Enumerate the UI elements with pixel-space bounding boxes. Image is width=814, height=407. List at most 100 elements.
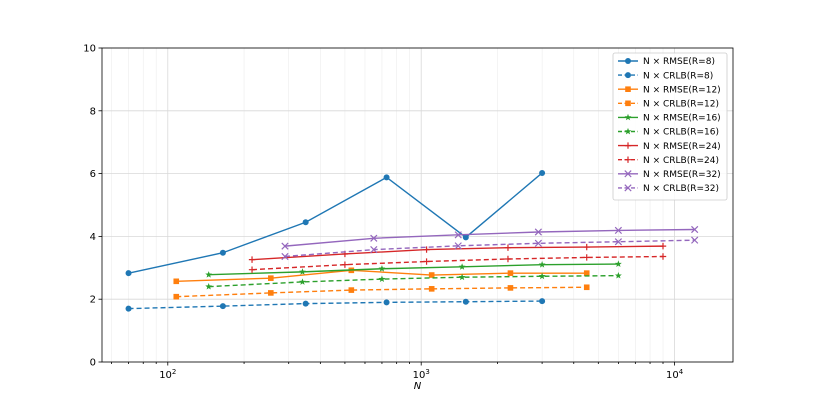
data-point bbox=[423, 246, 430, 253]
series-line bbox=[128, 172, 543, 274]
legend-marker bbox=[625, 58, 631, 64]
series-line bbox=[128, 300, 543, 310]
legend-label: N × RMSE(R=16) bbox=[643, 114, 721, 124]
series-RMSE(R=8) bbox=[125, 169, 546, 277]
data-point bbox=[538, 272, 546, 280]
legend-marker bbox=[625, 72, 631, 79]
data-point bbox=[299, 268, 306, 275]
series-CRLB(R=32) bbox=[281, 236, 699, 261]
data-point bbox=[173, 293, 180, 300]
data-point bbox=[378, 265, 386, 272]
data-point bbox=[125, 270, 132, 277]
legend-label: N × CRLB(R=32) bbox=[643, 184, 719, 194]
data-point bbox=[454, 242, 462, 250]
data-point bbox=[370, 245, 378, 254]
series-line bbox=[208, 274, 619, 288]
data-point bbox=[539, 169, 546, 176]
series-line bbox=[176, 286, 587, 298]
legend-marker bbox=[625, 100, 631, 107]
series-RMSE(R=32) bbox=[281, 225, 699, 250]
data-point bbox=[383, 299, 390, 306]
y-tick-label: 10 bbox=[83, 44, 96, 55]
data-point bbox=[458, 263, 466, 270]
legend-marker bbox=[624, 156, 632, 163]
data-point bbox=[302, 219, 309, 226]
data-point bbox=[281, 242, 289, 250]
series-line bbox=[208, 263, 619, 276]
y-tick-label: 6 bbox=[90, 169, 96, 180]
data-point bbox=[299, 278, 306, 285]
data-point bbox=[583, 243, 590, 251]
legend-marker bbox=[624, 142, 632, 149]
series-CRLB(R=16) bbox=[205, 272, 622, 290]
data-point bbox=[428, 272, 435, 278]
data-point bbox=[462, 234, 469, 241]
legend-marker bbox=[624, 184, 632, 192]
data-point bbox=[423, 258, 430, 265]
legend-label: N × CRLB(R=16) bbox=[643, 128, 719, 138]
legend-label: N × RMSE(R=24) bbox=[643, 142, 721, 152]
data-point bbox=[691, 236, 699, 244]
data-point bbox=[534, 228, 542, 236]
legend-marker bbox=[624, 127, 632, 135]
series-CRLB(R=24) bbox=[248, 253, 667, 273]
data-point bbox=[378, 275, 386, 283]
data-point bbox=[370, 234, 378, 242]
series-CRLB(R=8) bbox=[125, 298, 546, 312]
series-layer bbox=[125, 169, 699, 312]
x-tick-label: 102 bbox=[159, 368, 176, 381]
x-axis-label: N bbox=[414, 381, 422, 392]
data-point bbox=[504, 244, 512, 251]
y-tick-label: 2 bbox=[90, 295, 96, 306]
y-tick-label: 4 bbox=[90, 232, 96, 243]
y-tick-label: 0 bbox=[90, 358, 96, 369]
legend-label: N × CRLB(R=24) bbox=[643, 156, 719, 166]
data-point bbox=[219, 303, 226, 310]
axes: 0 2 4 6 8 10 102 103 104 bbox=[83, 44, 683, 382]
data-point bbox=[125, 305, 132, 312]
grid-lines bbox=[102, 47, 733, 363]
data-point bbox=[248, 256, 256, 263]
data-point bbox=[302, 300, 309, 307]
data-point bbox=[428, 286, 435, 292]
legend-label: N × RMSE(R=8) bbox=[643, 57, 715, 67]
data-point bbox=[205, 283, 213, 290]
data-point bbox=[205, 271, 213, 278]
legend-label: N × CRLB(R=8) bbox=[643, 71, 713, 81]
data-point bbox=[454, 231, 462, 239]
series-line bbox=[251, 245, 664, 261]
data-point bbox=[583, 270, 590, 276]
x-tick-label: 104 bbox=[666, 368, 684, 381]
data-point bbox=[614, 260, 622, 267]
data-point bbox=[248, 266, 256, 273]
series-line bbox=[284, 239, 695, 258]
legend-box bbox=[612, 52, 728, 201]
data-point bbox=[281, 252, 289, 261]
legend-marker bbox=[624, 113, 632, 121]
data-point bbox=[614, 238, 623, 246]
legend-label: N × RMSE(R=32) bbox=[643, 170, 721, 180]
series-RMSE(R=16) bbox=[205, 260, 622, 278]
data-point bbox=[659, 253, 667, 260]
data-point bbox=[507, 285, 514, 291]
series-line bbox=[284, 228, 695, 247]
data-point bbox=[534, 239, 542, 247]
plot-frame bbox=[101, 47, 734, 363]
data-point bbox=[504, 255, 512, 263]
y-tick-label: 8 bbox=[90, 106, 96, 117]
legend: N × RMSE(R=8) N × CRLB(R=8) N × RMSE(R=12)… bbox=[612, 52, 728, 201]
data-point bbox=[691, 225, 699, 234]
data-point bbox=[219, 249, 226, 256]
data-point bbox=[583, 284, 590, 291]
data-point bbox=[583, 254, 590, 261]
data-point bbox=[341, 261, 349, 268]
data-point bbox=[538, 261, 546, 268]
data-point bbox=[348, 287, 355, 293]
data-point bbox=[462, 298, 469, 305]
legend-marker bbox=[625, 86, 631, 92]
data-point bbox=[173, 278, 180, 285]
series-CRLB(R=12) bbox=[173, 284, 590, 300]
data-point bbox=[614, 226, 623, 235]
data-point bbox=[614, 272, 622, 279]
